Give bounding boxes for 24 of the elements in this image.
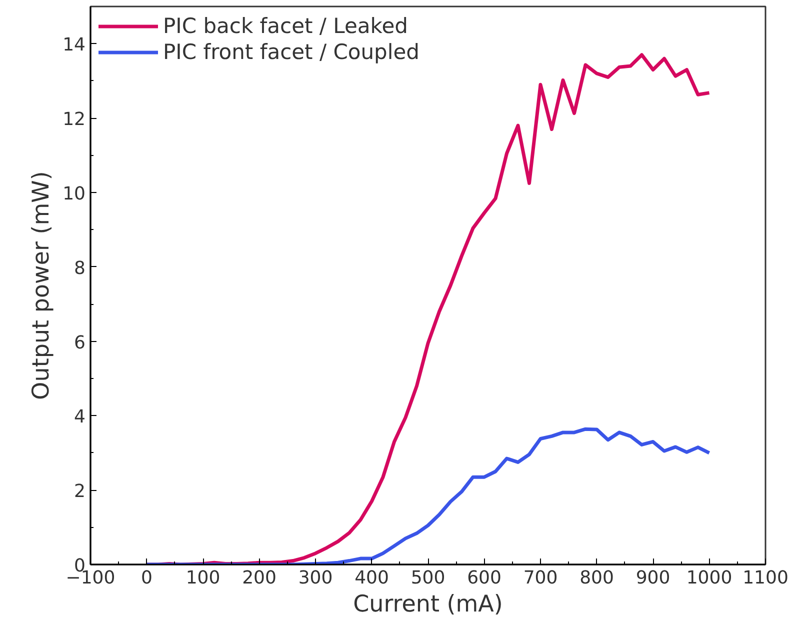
y-tick-label: 14 <box>62 34 86 56</box>
y-tick-label: 2 <box>74 481 86 502</box>
y-tick-label: 6 <box>74 332 86 354</box>
x-tick-label: 300 <box>298 568 333 588</box>
y-tick-label: 10 <box>62 184 86 204</box>
x-tick-label: 200 <box>242 568 276 588</box>
x-tick-label: 900 <box>636 568 670 588</box>
y-axis-title: Output power (mW) <box>28 171 55 400</box>
legend-label: PIC front facet / Coupled <box>163 40 420 64</box>
x-tick-label: 100 <box>186 568 220 588</box>
x-tick-label: 1100 <box>742 568 788 588</box>
x-tick-label: 400 <box>354 568 389 588</box>
legend-label: PIC back facet / Leaked <box>163 14 408 38</box>
x-tick-label: 0 <box>141 568 152 588</box>
x-axis-title: Current (mA) <box>353 592 503 618</box>
y-tick-label: 4 <box>74 406 86 428</box>
x-tick-label: 500 <box>410 568 446 588</box>
x-tick-label: 800 <box>580 568 614 588</box>
x-tick-label: 700 <box>523 568 558 588</box>
x-tick-label: 1000 <box>686 568 732 588</box>
y-tick-label: 8 <box>74 258 86 279</box>
y-tick-label: 12 <box>62 109 86 130</box>
x-tick-label: 600 <box>467 568 502 588</box>
line-series <box>145 427 711 564</box>
